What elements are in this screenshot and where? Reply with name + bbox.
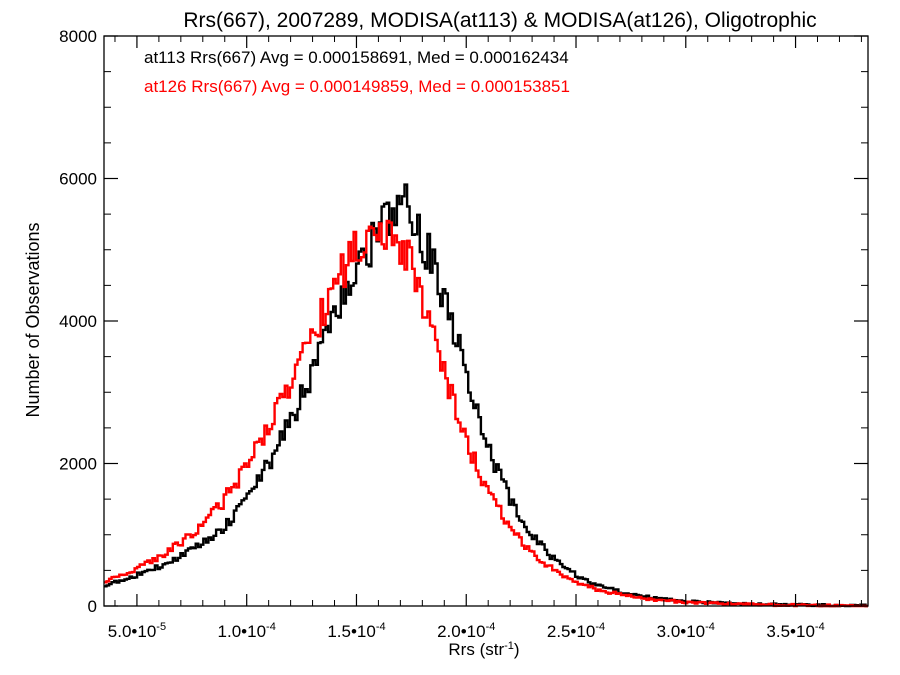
x-tick-label: 2.5•10-4 xyxy=(547,621,605,641)
series-at126-line xyxy=(104,219,868,608)
annotation-at126: at126 Rrs(667) Avg = 0.000149859, Med = … xyxy=(144,77,570,96)
x-tick-label: 5.0•10-5 xyxy=(108,621,166,641)
x-tick-label: 3.5•10-4 xyxy=(766,621,824,641)
series-at113-line xyxy=(104,183,868,608)
y-tick-label: 8000 xyxy=(59,27,97,46)
series-layer xyxy=(104,183,868,608)
y-tick-label: 2000 xyxy=(59,455,97,474)
y-tick-label: 0 xyxy=(88,597,97,616)
annotation-at113: at113 Rrs(667) Avg = 0.000158691, Med = … xyxy=(144,48,569,67)
plot-frame xyxy=(103,35,869,607)
y-axis-label: Number of Observations xyxy=(23,222,43,417)
x-tick-label: 1.5•10-4 xyxy=(327,621,385,641)
x-tick-label: 2.0•10-4 xyxy=(437,621,495,641)
chart-title: Rrs(667), 2007289, MODISA(at113) & MODIS… xyxy=(183,9,816,32)
ticks-layer: 5.0•10-5 1.0•10-4 1.5•10-4 2.0•10-4 2.5•10-4… xyxy=(59,27,868,641)
x-tick-label: 3.0•10-4 xyxy=(657,621,715,641)
y-tick-label: 6000 xyxy=(59,170,97,189)
y-tick-label: 4000 xyxy=(59,312,97,331)
x-tick-label: 1.0•10-4 xyxy=(218,621,276,641)
x-axis-label: Rrs (str-1) xyxy=(448,640,519,659)
